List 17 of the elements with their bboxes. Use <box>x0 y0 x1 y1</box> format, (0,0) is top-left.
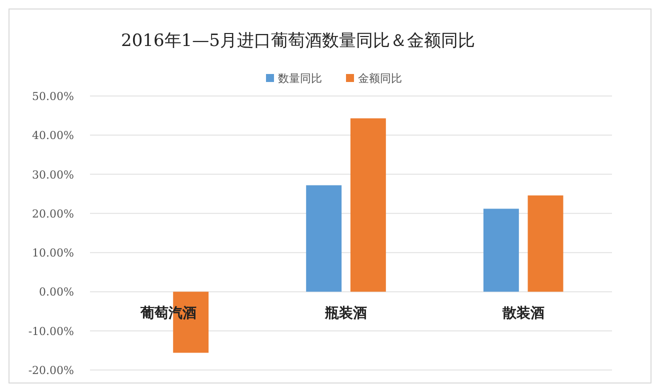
bar <box>528 195 564 292</box>
y-tick-label: 10.00% <box>32 246 74 260</box>
bar <box>306 185 342 292</box>
x-tick-label: 瓶装酒 <box>324 306 367 322</box>
bar <box>350 118 386 292</box>
bar <box>483 208 519 292</box>
y-tick-label: 40.00% <box>32 129 74 142</box>
y-tick-label: -10.00% <box>28 324 74 338</box>
y-tick-label: 30.00% <box>32 168 74 182</box>
y-tick-label: 50.00% <box>32 90 74 103</box>
chart-title: 2016年1—5月进口葡萄酒数量同比＆金额同比 <box>121 31 475 51</box>
y-tick-label: 20.00% <box>32 207 74 220</box>
y-tick-label: -20.00% <box>28 364 74 377</box>
legend-label: 金额同比 <box>358 72 402 85</box>
y-tick-label: 0.00% <box>39 286 74 299</box>
x-tick-label: 散装酒 <box>501 306 544 322</box>
legend-label: 数量同比 <box>278 72 322 85</box>
